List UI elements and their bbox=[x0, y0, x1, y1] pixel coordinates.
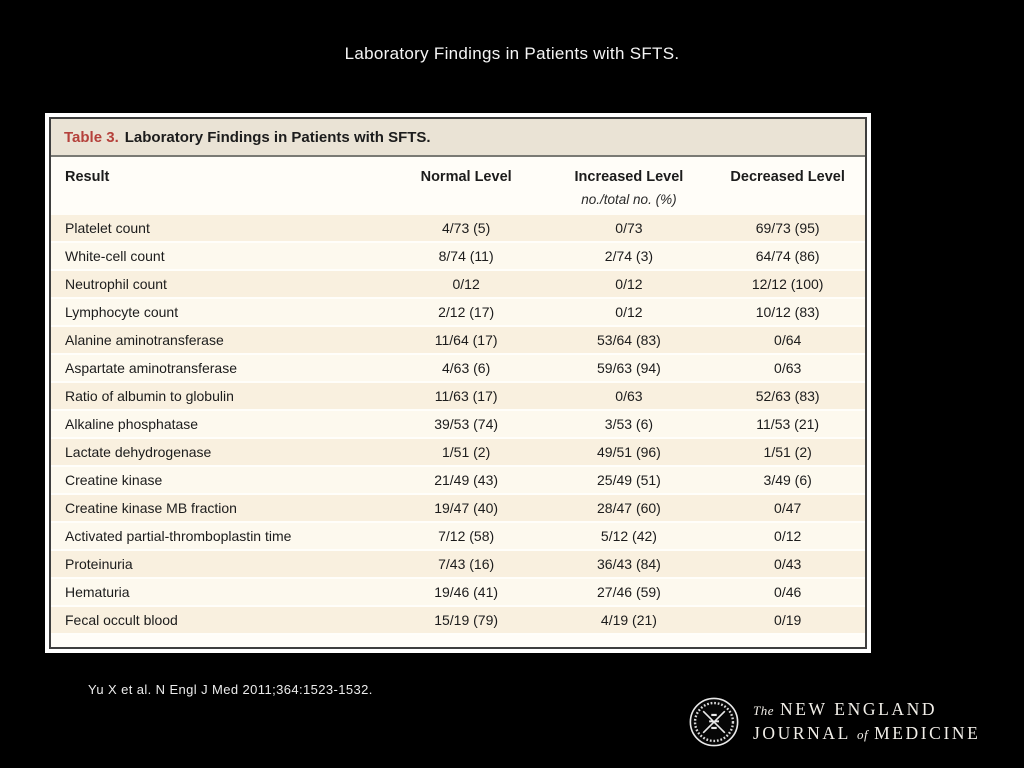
cell-normal: 7/43 (16) bbox=[438, 556, 495, 572]
table-row: Neutrophil count 0/12 0/12 12/12 (100) bbox=[51, 271, 865, 299]
col-header-decreased: Decreased Level bbox=[730, 169, 845, 185]
cell-normal: 11/63 (17) bbox=[434, 388, 498, 404]
table-row: Hematuria 19/46 (41) 27/46 (59) 0/46 bbox=[51, 579, 865, 607]
cell-result: Activated partial-thromboplastin time bbox=[65, 528, 292, 544]
table-row: Alanine aminotransferase 11/64 (17) 53/6… bbox=[51, 327, 865, 355]
wordmark-journal: JOURNAL bbox=[753, 723, 851, 743]
cell-increased: 27/46 (59) bbox=[597, 584, 661, 600]
cell-result: Lymphocyte count bbox=[65, 304, 179, 320]
cell-normal: 8/74 (11) bbox=[438, 248, 494, 264]
cell-result: Alanine aminotransferase bbox=[65, 332, 224, 348]
cell-normal: 19/47 (40) bbox=[434, 500, 499, 516]
table-figure: Table 3. Laboratory Findings in Patients … bbox=[45, 113, 871, 653]
table-row: Lymphocyte count 2/12 (17) 0/12 10/12 (8… bbox=[51, 299, 865, 327]
cell-decreased: 64/74 (86) bbox=[755, 248, 820, 264]
table-row: Lactate dehydrogenase 1/51 (2) 49/51 (96… bbox=[51, 439, 865, 467]
units-note: no./total no. (%) bbox=[581, 192, 677, 207]
cell-normal: 2/12 (17) bbox=[438, 304, 495, 320]
cell-normal: 4/73 (5) bbox=[442, 220, 491, 236]
cell-decreased: 1/51 (2) bbox=[763, 444, 812, 460]
cell-decreased: 52/63 (83) bbox=[755, 388, 820, 404]
cell-decreased: 0/64 bbox=[774, 332, 802, 348]
col-header-result: Result bbox=[65, 169, 110, 185]
cell-result: Fecal occult blood bbox=[65, 612, 178, 628]
table-header: Result Normal Level Increased Level Decr… bbox=[51, 157, 865, 215]
citation: Yu X et al. N Engl J Med 2011;364:1523-1… bbox=[88, 682, 373, 697]
cell-normal: 15/19 (79) bbox=[434, 612, 499, 628]
table-row: Fecal occult blood 15/19 (79) 4/19 (21) … bbox=[51, 607, 865, 635]
table-row: Aspartate aminotransferase 4/63 (6) 59/6… bbox=[51, 355, 865, 383]
cell-increased: 49/51 (96) bbox=[597, 444, 661, 460]
col-header-normal: Normal Level bbox=[420, 169, 512, 185]
table-row: White-cell count 8/74 (11) 2/74 (3) 64/7… bbox=[51, 243, 865, 271]
table-row: Ratio of albumin to globulin 11/63 (17) … bbox=[51, 383, 865, 411]
cell-decreased: 0/63 bbox=[774, 360, 802, 376]
cell-normal: 39/53 (74) bbox=[434, 416, 499, 432]
cell-increased: 59/63 (94) bbox=[597, 360, 661, 376]
wordmark-the: The bbox=[753, 703, 774, 718]
cell-decreased: 0/47 bbox=[774, 500, 802, 516]
cell-increased: 2/74 (3) bbox=[604, 248, 654, 264]
cell-normal: 7/12 (58) bbox=[438, 528, 495, 544]
cell-normal: 11/64 (17) bbox=[434, 332, 498, 348]
cell-decreased: 12/12 (100) bbox=[751, 276, 824, 292]
col-header-increased: Increased Level bbox=[574, 169, 684, 185]
nejm-wordmark: The NEW ENGLAND JOURNAL of MEDICINE bbox=[753, 698, 980, 746]
table-caption: Laboratory Findings in Patients with SFT… bbox=[124, 129, 431, 146]
cell-normal: 19/46 (41) bbox=[434, 584, 499, 600]
cell-decreased: 11/53 (21) bbox=[756, 416, 820, 432]
cell-result: Platelet count bbox=[65, 220, 150, 236]
cell-increased: 4/19 (21) bbox=[600, 612, 657, 628]
table-caption-bar: Table 3. Laboratory Findings in Patients … bbox=[51, 119, 865, 157]
table-label: Table 3. bbox=[64, 129, 119, 146]
cell-increased: 3/53 (6) bbox=[604, 416, 654, 432]
cell-decreased: 0/12 bbox=[774, 528, 802, 544]
cell-increased: 0/12 bbox=[615, 304, 643, 320]
nejm-brand: The NEW ENGLAND JOURNAL of MEDICINE bbox=[688, 696, 980, 748]
table-row: Alkaline phosphatase 39/53 (74) 3/53 (6)… bbox=[51, 411, 865, 439]
cell-increased: 28/47 (60) bbox=[597, 500, 661, 516]
nejm-seal-icon bbox=[689, 697, 739, 747]
table: Table 3. Laboratory Findings in Patients … bbox=[49, 117, 867, 649]
table-body: Platelet count 4/73 (5) 0/73 69/73 (95) … bbox=[51, 215, 865, 635]
cell-result: Ratio of albumin to globulin bbox=[65, 388, 234, 404]
cell-result: Creatine kinase bbox=[65, 472, 163, 488]
cell-result: Neutrophil count bbox=[65, 276, 167, 292]
cell-increased: 0/73 bbox=[615, 220, 643, 236]
cell-result: Creatine kinase MB fraction bbox=[65, 500, 237, 516]
cell-increased: 25/49 (51) bbox=[597, 472, 661, 488]
cell-decreased: 0/46 bbox=[774, 584, 802, 600]
cell-result: Alkaline phosphatase bbox=[65, 416, 199, 432]
cell-normal: 21/49 (43) bbox=[434, 472, 499, 488]
cell-result: White-cell count bbox=[65, 248, 165, 264]
cell-increased: 36/43 (84) bbox=[597, 556, 661, 572]
cell-normal: 4/63 (6) bbox=[442, 360, 491, 376]
slide-title: Laboratory Findings in Patients with SFT… bbox=[344, 44, 680, 63]
cell-normal: 1/51 (2) bbox=[442, 444, 491, 460]
cell-result: Hematuria bbox=[65, 584, 130, 600]
cell-decreased: 0/43 bbox=[774, 556, 802, 572]
cell-increased: 0/12 bbox=[615, 276, 643, 292]
cell-increased: 5/12 (42) bbox=[600, 528, 657, 544]
wordmark-medicine: MEDICINE bbox=[874, 723, 981, 743]
cell-decreased: 3/49 (6) bbox=[763, 472, 812, 488]
table-row: Creatine kinase MB fraction 19/47 (40) 2… bbox=[51, 495, 865, 523]
cell-decreased: 0/19 bbox=[774, 612, 802, 628]
cell-decreased: 69/73 (95) bbox=[755, 220, 820, 236]
cell-decreased: 10/12 (83) bbox=[755, 304, 820, 320]
table-row: Proteinuria 7/43 (16) 36/43 (84) 0/43 bbox=[51, 551, 865, 579]
cell-result: Proteinuria bbox=[65, 556, 133, 572]
cell-result: Lactate dehydrogenase bbox=[65, 444, 212, 460]
table-row: Platelet count 4/73 (5) 0/73 69/73 (95) bbox=[51, 215, 865, 243]
wordmark-of: of bbox=[856, 727, 869, 742]
table-row: Activated partial-thromboplastin time 7/… bbox=[51, 523, 865, 551]
table-row: Creatine kinase 21/49 (43) 25/49 (51) 3/… bbox=[51, 467, 865, 495]
cell-increased: 53/64 (83) bbox=[597, 332, 661, 348]
cell-normal: 0/12 bbox=[452, 276, 480, 292]
cell-result: Aspartate aminotransferase bbox=[65, 360, 237, 376]
wordmark-newengland: NEW ENGLAND bbox=[780, 699, 938, 719]
cell-increased: 0/63 bbox=[615, 388, 643, 404]
